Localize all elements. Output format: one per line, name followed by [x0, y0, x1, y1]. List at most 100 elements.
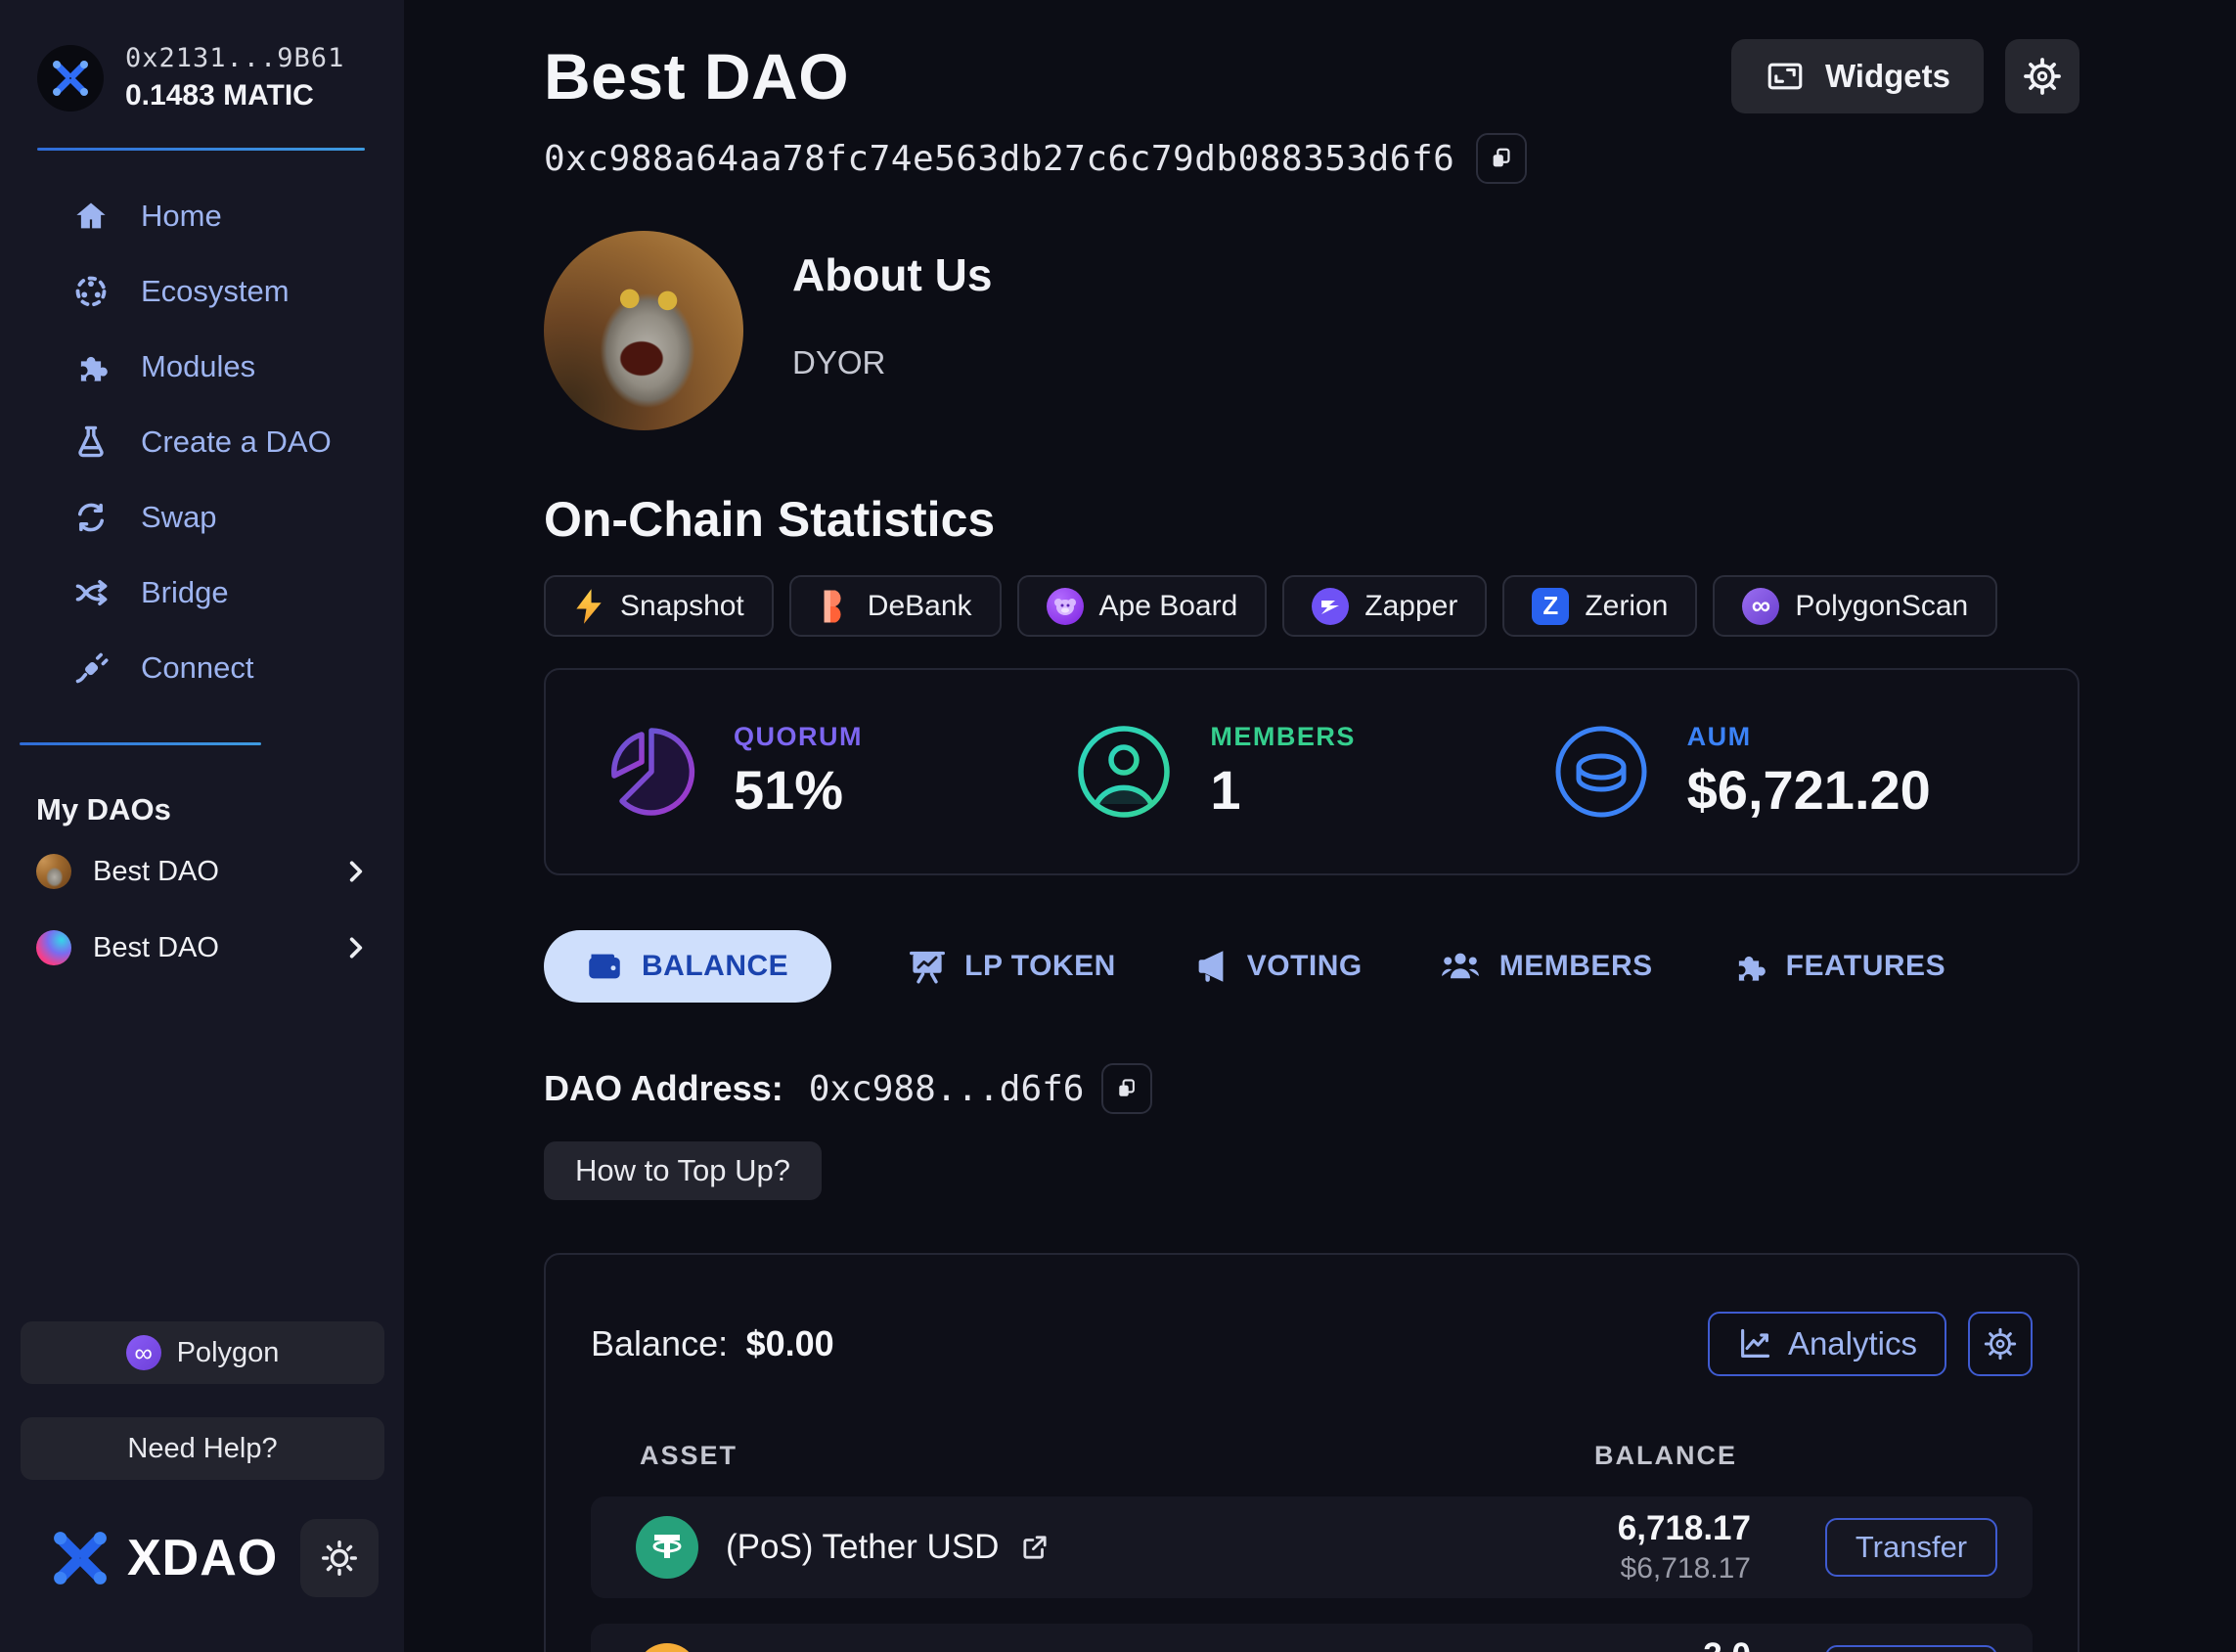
analytics-button[interactable]: Analytics: [1707, 1312, 1946, 1376]
sidebar-item-create-dao[interactable]: Create a DAO: [0, 404, 404, 479]
wallet-icon: [589, 954, 620, 979]
sidebar-item-label: Ecosystem: [141, 273, 290, 308]
main-content: Best DAO 0xc988a64aa78fc74e563db27c6c79d…: [404, 0, 2236, 1652]
xdao-wallet-logo-icon: [37, 44, 104, 112]
sidebar-item-label: Home: [141, 198, 222, 233]
sidebar-divider: [37, 148, 365, 151]
my-dao-item[interactable]: Best DAO: [0, 915, 404, 980]
sidebar-item-swap[interactable]: Swap: [0, 479, 404, 555]
sidebar-item-label: Bridge: [141, 574, 229, 609]
tab-features[interactable]: FEATURES: [1731, 949, 1945, 984]
dao-name: Best DAO: [93, 855, 219, 887]
chart-board-icon: [910, 951, 946, 984]
asset-amount: 6,718.17: [1617, 1509, 1751, 1547]
link-snapshot[interactable]: Snapshot: [544, 575, 774, 637]
widgets-icon: [1767, 63, 1803, 90]
tab-balance[interactable]: BALANCE: [544, 930, 832, 1003]
polygonscan-icon: ∞: [1742, 587, 1780, 625]
link-polygonscan[interactable]: ∞ PolygonScan: [1713, 575, 1998, 637]
widgets-button[interactable]: Widgets: [1730, 39, 1984, 113]
zapper-icon: [1312, 587, 1350, 625]
dai-icon: [636, 1643, 698, 1652]
tab-label: MEMBERS: [1498, 950, 1653, 982]
home-icon: [72, 198, 110, 235]
wallet-address: 0x2131...9B61: [125, 43, 345, 73]
copy-dao-address-button[interactable]: [1101, 1063, 1153, 1114]
dao-avatar: [36, 854, 71, 889]
sidebar-item-connect[interactable]: Connect: [0, 630, 404, 705]
sidebar-item-home[interactable]: Home: [0, 178, 404, 253]
link-zerion[interactable]: Z Zerion: [1502, 575, 1698, 637]
onchain-stats-title: On-Chain Statistics: [544, 492, 996, 547]
sidebar-item-modules[interactable]: Modules: [0, 329, 404, 404]
sidebar-item-label: Connect: [141, 649, 254, 685]
balance-amount: $0.00: [745, 1323, 834, 1363]
stat-members: MEMBERS 1: [1073, 721, 1549, 823]
my-daos-title: My DAOs: [36, 792, 171, 826]
sidebar-item-ecosystem[interactable]: Ecosystem: [0, 253, 404, 329]
transfer-button[interactable]: Transfer: [1825, 1518, 1997, 1577]
stat-label: QUORUM: [734, 722, 863, 751]
about-body: DYOR: [792, 344, 886, 380]
stat-label: AUM: [1686, 722, 1752, 751]
zerion-icon: Z: [1532, 587, 1570, 625]
tab-lp-token[interactable]: LP TOKEN: [910, 949, 1116, 984]
tab-label: FEATURES: [1785, 950, 1946, 982]
tab-members[interactable]: MEMBERS: [1441, 950, 1653, 983]
asset-row-dai: (PoS) Dai Stablecoin 3.0 $3 Transfer: [591, 1624, 2033, 1652]
network-button[interactable]: ∞ Polygon: [21, 1321, 384, 1384]
analytics-chart-icon: [1740, 1328, 1770, 1358]
asset-name: (PoS) Tether USD: [726, 1528, 1000, 1566]
tab-label: VOTING: [1246, 950, 1363, 982]
xdao-logo: XDAO: [49, 1519, 379, 1597]
need-help-button[interactable]: Need Help?: [21, 1417, 384, 1480]
copy-address-button[interactable]: [1476, 133, 1528, 184]
balance-label: Balance:: [591, 1323, 729, 1363]
balance-settings-button[interactable]: [1968, 1312, 2033, 1376]
sidebar-nav: Home Ecosystem Modules: [0, 178, 404, 705]
widgets-label: Widgets: [1824, 58, 1950, 94]
tab-voting[interactable]: VOTING: [1194, 949, 1363, 984]
transfer-button[interactable]: Transfer: [1825, 1645, 1997, 1652]
asset-amount: 3.0: [1555, 1636, 1751, 1652]
xdao-logo-text: XDAO: [127, 1530, 279, 1586]
sidebar-divider: [20, 742, 261, 745]
page-title: Best DAO: [544, 40, 850, 112]
swap-icon: [72, 499, 110, 536]
members-icon: [1441, 953, 1479, 979]
link-zapper[interactable]: Zapper: [1282, 575, 1488, 637]
onchain-stats-card: QUORUM 51% MEMBERS 1 AUM $6,72: [544, 668, 2079, 875]
analytics-label: Analytics: [1787, 1325, 1917, 1362]
shuffle-icon: [72, 574, 110, 611]
settings-button[interactable]: [2005, 39, 2079, 113]
stat-value: 1: [1210, 759, 1241, 821]
stat-value: 51%: [734, 759, 844, 821]
coin-circle-icon: [1555, 726, 1647, 818]
link-apeboard[interactable]: Ape Board: [1016, 575, 1268, 637]
dao-name: Best DAO: [93, 931, 219, 963]
my-dao-item[interactable]: Best DAO: [0, 839, 404, 904]
dao-tabs: BALANCE LP TOKEN VOTING MEMBE: [544, 930, 2079, 1003]
polygon-icon: ∞: [125, 1335, 161, 1370]
wallet-info[interactable]: 0x2131...9B61 0.1483 MATIC: [0, 43, 404, 112]
tab-label: LP TOKEN: [964, 950, 1116, 982]
theme-toggle-button[interactable]: [300, 1519, 379, 1597]
xdao-x-icon: [54, 1532, 107, 1585]
sidebar-item-bridge[interactable]: Bridge: [0, 555, 404, 630]
how-to-top-up-button[interactable]: How to Top Up?: [544, 1141, 822, 1200]
gear-icon: [1984, 1327, 2017, 1361]
sun-icon: [322, 1540, 357, 1576]
megaphone-icon: [1198, 951, 1224, 982]
stat-label: MEMBERS: [1210, 722, 1356, 751]
snapshot-icon: [576, 588, 602, 624]
chevron-right-icon: [349, 861, 363, 882]
stat-value: $6,721.20: [1686, 759, 1931, 821]
asset-usd-value: $6,718.17: [1620, 1552, 1751, 1585]
copy-icon: [1493, 148, 1510, 167]
balance-card: Balance: $0.00 Analytics: [544, 1253, 2079, 1652]
external-link-icon[interactable]: [1020, 1533, 1050, 1562]
link-debank[interactable]: DeBank: [788, 575, 1002, 637]
ecosystem-icon: [72, 273, 110, 310]
dao-address-label: DAO Address:: [544, 1068, 783, 1108]
asset-table-header: ASSET BALANCE: [591, 1441, 2033, 1471]
